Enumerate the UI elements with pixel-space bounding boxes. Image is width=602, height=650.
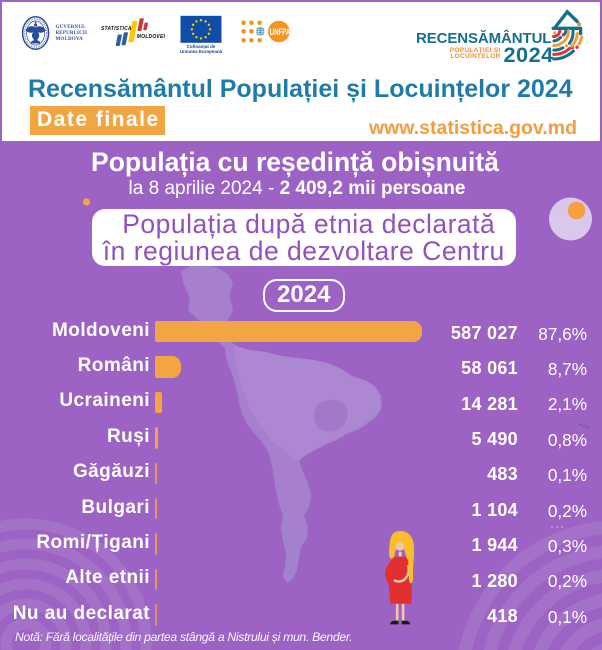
svg-text:UNFPA: UNFPA: [270, 27, 291, 37]
